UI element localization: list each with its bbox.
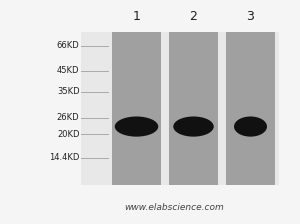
Text: 2: 2 <box>190 10 197 23</box>
Ellipse shape <box>234 116 267 137</box>
Text: 20KD: 20KD <box>57 130 80 139</box>
Ellipse shape <box>115 116 158 137</box>
Text: www.elabscience.com: www.elabscience.com <box>124 203 224 212</box>
Text: 14.4KD: 14.4KD <box>49 153 80 162</box>
Text: 35KD: 35KD <box>57 87 80 96</box>
Bar <box>169 32 218 185</box>
Text: 1: 1 <box>133 10 140 23</box>
Text: 66KD: 66KD <box>57 41 80 50</box>
Ellipse shape <box>173 116 214 137</box>
Text: 26KD: 26KD <box>57 113 80 122</box>
Bar <box>226 32 275 185</box>
Bar <box>81 32 279 185</box>
Text: 45KD: 45KD <box>57 66 80 75</box>
Bar <box>112 32 161 185</box>
Text: 3: 3 <box>247 10 254 23</box>
